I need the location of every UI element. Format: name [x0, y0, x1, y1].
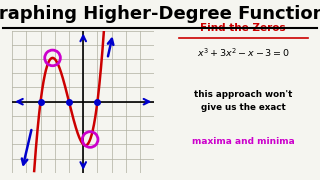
Text: maxima and minima: maxima and minima [192, 137, 295, 146]
Text: $x^3 + 3x^2 - x - 3 = 0$: $x^3 + 3x^2 - x - 3 = 0$ [197, 47, 290, 59]
Text: Find the Zeros: Find the Zeros [200, 23, 286, 33]
Text: this approach won't
give us the exact: this approach won't give us the exact [194, 90, 292, 111]
Text: Graphing Higher-Degree Functions: Graphing Higher-Degree Functions [0, 5, 320, 23]
